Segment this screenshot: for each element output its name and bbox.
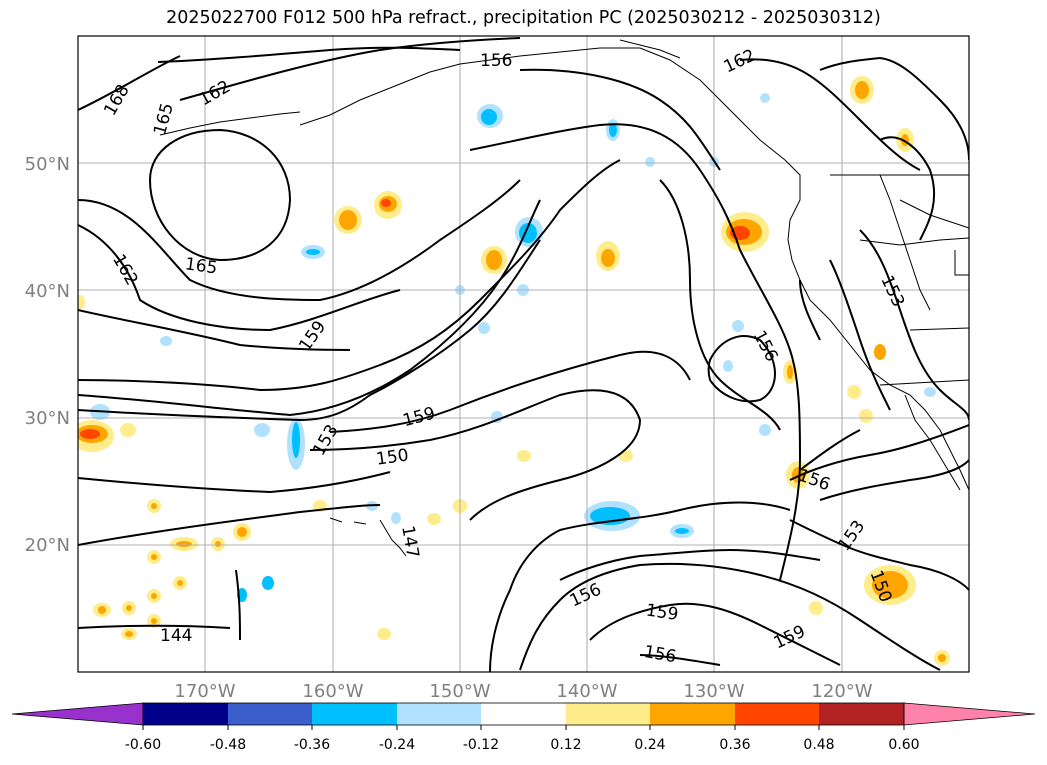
contour-label: 165: [184, 254, 219, 278]
blob-blue: [160, 93, 936, 602]
contour-label: 168: [100, 81, 134, 119]
contour-label: 156: [795, 465, 832, 495]
contour-label: 147: [397, 524, 422, 559]
colorbar-bin: [143, 703, 228, 725]
map-frame: [77, 35, 970, 673]
contour-label-group: 168 165 162 156 162 165 162 159 159 153 …: [100, 46, 908, 668]
contour-label: 156: [642, 642, 677, 667]
lon-label-160w: 160°W: [302, 681, 363, 702]
height-contours: [78, 37, 969, 672]
lat-label-40: 40°N: [25, 281, 70, 302]
colorbar-label: 0.60: [888, 737, 919, 753]
contour-label: 162: [108, 251, 142, 289]
colorbar-extend-high: [903, 702, 1036, 726]
latitude-labels: 50°N 40°N 30°N 20°N: [25, 154, 70, 556]
contour-label: 153: [834, 517, 869, 555]
blob-center: [93, 76, 916, 617]
lon-label-140w: 140°W: [556, 681, 617, 702]
contour-label: 162: [196, 77, 234, 111]
contour-label: 159: [771, 622, 809, 654]
contour-label: 156: [749, 327, 782, 365]
colorbar: -0.60 -0.48 -0.36 -0.24 -0.12 0.12 0.24 …: [11, 702, 1036, 753]
contour-label: 162: [721, 46, 759, 78]
colorbar-bin: [228, 703, 312, 725]
colorbar-bin: [566, 703, 650, 725]
blob-hawaii-west: [78, 404, 114, 452]
lon-label-150w: 150°W: [429, 681, 490, 702]
contour-label: 153: [309, 421, 343, 459]
colorbar-label: 0.24: [634, 737, 665, 753]
contour-label: 144: [160, 626, 192, 646]
graticule: [78, 36, 969, 672]
map-canvas: 168 165 162 156 162 165 162 159 159 153 …: [78, 36, 969, 672]
colorbar-label: 0.36: [719, 737, 750, 753]
colorbar-frame: [142, 702, 905, 726]
map-title: 2025022700 F012 500 hPa refract., precip…: [166, 8, 881, 28]
colorbar-bin: [650, 703, 735, 725]
lat-label-20: 20°N: [25, 535, 70, 556]
contour-label: 159: [645, 601, 680, 625]
colorbar-label: 0.12: [550, 737, 581, 753]
lat-label-50: 50°N: [25, 154, 70, 175]
blob-small-orange: [125, 503, 946, 662]
precip-blobs: [78, 76, 950, 666]
contour-label: 159: [401, 403, 438, 431]
lon-label-130w: 130°W: [683, 681, 744, 702]
contour-label: 150: [375, 445, 410, 469]
colorbar-label: -0.60: [125, 737, 161, 753]
colorbar-bin: [481, 703, 566, 725]
colorbar-bin: [397, 703, 481, 725]
colorbar-label: -0.12: [463, 737, 499, 753]
colorbar-label: -0.36: [294, 737, 330, 753]
lon-label-170w: 170°W: [174, 681, 235, 702]
colorbar-label: -0.48: [210, 737, 246, 753]
lat-label-30: 30°N: [25, 408, 70, 429]
colorbar-label: -0.24: [379, 737, 415, 753]
colorbar-bin: [819, 703, 904, 725]
contour-label: 156: [480, 51, 512, 71]
colorbar-bin: [312, 703, 397, 725]
contour-label: 153: [876, 272, 908, 310]
colorbar-bin: [735, 703, 819, 725]
contour-label: 156: [567, 580, 605, 612]
colorbar-label: 0.48: [803, 737, 834, 753]
colorbar-extend-low: [11, 702, 144, 726]
longitude-labels: 170°W 160°W 150°W 140°W 130°W 120°W: [174, 681, 872, 702]
lon-label-120w: 120°W: [811, 681, 872, 702]
